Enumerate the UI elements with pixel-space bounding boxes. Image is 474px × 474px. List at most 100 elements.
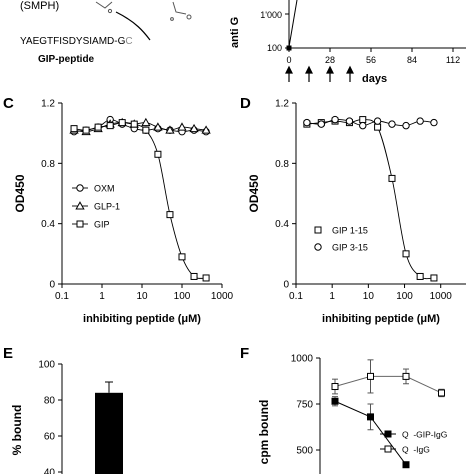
y-axis-label: OD450	[13, 174, 27, 212]
data-point	[141, 117, 151, 127]
y-tick-label: 40	[44, 468, 56, 474]
series-line	[334, 375, 442, 394]
peptide-scheme-fragment	[95, 1, 192, 41]
top-panel-ylabel: anti G	[229, 17, 241, 48]
data-point	[388, 120, 396, 128]
y-tick-label: 0	[49, 280, 55, 291]
legend-marker	[314, 226, 322, 234]
data-point	[70, 125, 78, 133]
y-tick-label: 0.8	[275, 159, 289, 170]
data-point	[359, 116, 367, 124]
legend-marker	[384, 445, 392, 453]
panel-letter-d: D	[240, 95, 251, 112]
y-tick-label: 750	[296, 400, 313, 411]
series-line	[306, 119, 434, 280]
y-tick-label: 500	[296, 446, 313, 457]
data-point	[130, 120, 138, 128]
top-y-tick-100: 100	[267, 43, 282, 53]
top-x-tick-28: 28	[325, 55, 335, 65]
data-point	[331, 115, 339, 124]
y-tick-label: 1.2	[41, 99, 55, 110]
y-tick-label: 0	[283, 280, 289, 291]
top-y-tick-1000: 1'000	[260, 10, 282, 20]
data-point	[178, 253, 186, 261]
y-tick-label: 1.2	[275, 99, 289, 110]
chart-panel-e: 40 60 80 100 % bound	[10, 360, 123, 474]
x-tick-label: 1	[329, 291, 335, 302]
y-tick-label: 0.8	[41, 159, 55, 170]
peptide-top-label: (SMPH)	[20, 0, 59, 12]
data-point	[388, 174, 396, 182]
x-tick-label: 0.1	[289, 291, 303, 302]
x-tick-label: 10	[136, 291, 148, 302]
data-point	[166, 211, 174, 219]
panel-letter-c: C	[3, 95, 14, 112]
x-tick-label: 100	[174, 291, 191, 302]
data-point	[118, 119, 126, 127]
data-point	[165, 125, 175, 134]
data-point	[402, 121, 410, 130]
legend-marker	[384, 430, 392, 438]
y-axis-label: OD450	[247, 174, 261, 212]
legend-label: GIP 1-15	[332, 226, 368, 236]
legend-label: Q -IgG	[402, 445, 430, 455]
x-tick-label: 1000	[430, 291, 453, 302]
data-point	[367, 413, 374, 421]
y-tick-label: 100	[38, 360, 55, 371]
legend-label: GIP 3-15	[332, 243, 368, 253]
data-point	[430, 118, 438, 127]
data-point	[438, 389, 445, 397]
data-point	[359, 121, 367, 130]
data-point	[317, 120, 325, 128]
x-tick-label: 1000	[211, 291, 234, 302]
legend-label: OXM	[94, 184, 115, 194]
data-point	[430, 274, 438, 282]
top-x-tick-84: 84	[407, 55, 417, 65]
y-tick-label: 60	[44, 432, 56, 443]
data-point	[331, 383, 339, 391]
y-tick-label: 0.4	[41, 219, 55, 230]
legend-label: GLP-1	[94, 202, 120, 212]
data-point	[331, 397, 339, 405]
legend-marker	[76, 184, 84, 192]
data-point	[201, 125, 211, 134]
x-axis-label: inhibiting peptide (μM)	[83, 313, 201, 325]
legend-marker	[314, 243, 322, 251]
data-point	[189, 123, 199, 133]
y-axis-label: % bound	[10, 405, 24, 456]
data-point	[374, 123, 382, 131]
top-x-tick-56: 56	[366, 55, 376, 65]
chart-panel-c: 0 0.4 0.8 1.2 0.1 1 10 100 1000 inhibiting peptid…	[13, 99, 234, 326]
data-point	[154, 150, 162, 158]
top-panel-series-line	[288, 0, 298, 48]
x-tick-label: 1	[99, 291, 105, 302]
legend-label: Q -GIP-IgG	[402, 430, 447, 440]
data-point	[106, 122, 114, 130]
data-point	[402, 250, 410, 258]
chart-panel-d: 0 0.4 0.8 1.2 0.1 1 10 100 1000 inhibiting peptid…	[247, 99, 466, 325]
x-axis-label: inhibiting peptide (μM)	[322, 313, 440, 325]
data-point	[416, 117, 424, 125]
data-point	[416, 272, 424, 280]
series-line	[73, 122, 207, 279]
data-point	[202, 274, 210, 282]
x-tick-label: 10	[363, 291, 375, 302]
data-point	[142, 126, 150, 134]
data-point	[82, 126, 90, 134]
legend-marker	[75, 201, 85, 210]
data-point	[177, 122, 187, 131]
data-point	[190, 272, 198, 280]
panel-letter-e: E	[3, 345, 13, 362]
data-point	[303, 118, 311, 127]
top-x-tick-0: 0	[286, 55, 291, 65]
data-point	[367, 372, 374, 380]
legend-label: GIP	[94, 220, 110, 230]
data-point	[153, 122, 163, 131]
chart-panel-f: 500 750 1000 cpm bound Q -GIP-IgG Q -IgG	[257, 354, 447, 474]
peptide-sequence: YAEGTFISDYSIAMD-GC	[20, 36, 133, 47]
legend-marker	[76, 220, 84, 228]
x-tick-label: 100	[396, 291, 413, 302]
data-point	[402, 372, 410, 380]
data-point	[94, 123, 102, 131]
y-tick-label: 1000	[291, 354, 314, 365]
